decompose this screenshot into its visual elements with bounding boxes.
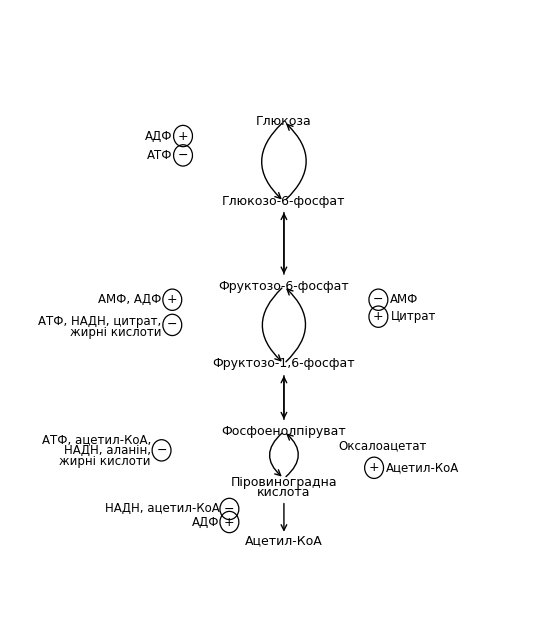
Text: Фруктозо-6-фосфат: Фруктозо-6-фосфат bbox=[218, 280, 350, 292]
Text: жирні кислоти: жирні кислоти bbox=[59, 455, 151, 467]
Text: Піровиноградна: Піровиноградна bbox=[230, 476, 337, 489]
Text: −: − bbox=[156, 444, 167, 457]
Text: Фруктозо-1,6-фосфат: Фруктозо-1,6-фосфат bbox=[213, 357, 355, 370]
Text: +: + bbox=[224, 516, 235, 528]
Text: АДФ: АДФ bbox=[192, 516, 219, 528]
Text: АТФ, НАДН, цитрат,: АТФ, НАДН, цитрат, bbox=[38, 314, 162, 328]
Text: НАДН, аланін,: НАДН, аланін, bbox=[64, 444, 151, 457]
Text: АМФ: АМФ bbox=[391, 293, 419, 306]
Text: −: − bbox=[178, 149, 188, 162]
Text: −: − bbox=[224, 503, 235, 515]
Text: Ацетил-КоА: Ацетил-КоА bbox=[386, 461, 459, 474]
Text: АТФ, ацетил-КоА,: АТФ, ацетил-КоА, bbox=[42, 433, 151, 446]
Text: кислота: кислота bbox=[257, 486, 311, 499]
Text: Цитрат: Цитрат bbox=[391, 310, 436, 323]
Text: −: − bbox=[373, 293, 383, 306]
Text: жирні кислоти: жирні кислоти bbox=[70, 326, 162, 338]
Text: НАДН, ацетил-КоА: НАДН, ацетил-КоА bbox=[105, 503, 219, 515]
Text: Оксалоацетат: Оксалоацетат bbox=[338, 440, 427, 452]
Text: Глюкозо-6-фосфат: Глюкозо-6-фосфат bbox=[222, 195, 346, 208]
Text: +: + bbox=[178, 130, 188, 143]
Text: +: + bbox=[369, 461, 379, 474]
Text: Ацетил-КоА: Ацетил-КоА bbox=[245, 534, 323, 547]
Text: +: + bbox=[373, 310, 384, 323]
Text: АТФ: АТФ bbox=[147, 149, 172, 162]
Text: Фосфоенолпіруват: Фосфоенолпіруват bbox=[222, 425, 346, 438]
Text: АДФ: АДФ bbox=[145, 130, 172, 143]
Text: Глюкоза: Глюкоза bbox=[256, 115, 312, 128]
Text: −: − bbox=[167, 318, 177, 331]
Text: АМФ, АДФ: АМФ, АДФ bbox=[98, 293, 162, 306]
Text: +: + bbox=[167, 293, 178, 306]
